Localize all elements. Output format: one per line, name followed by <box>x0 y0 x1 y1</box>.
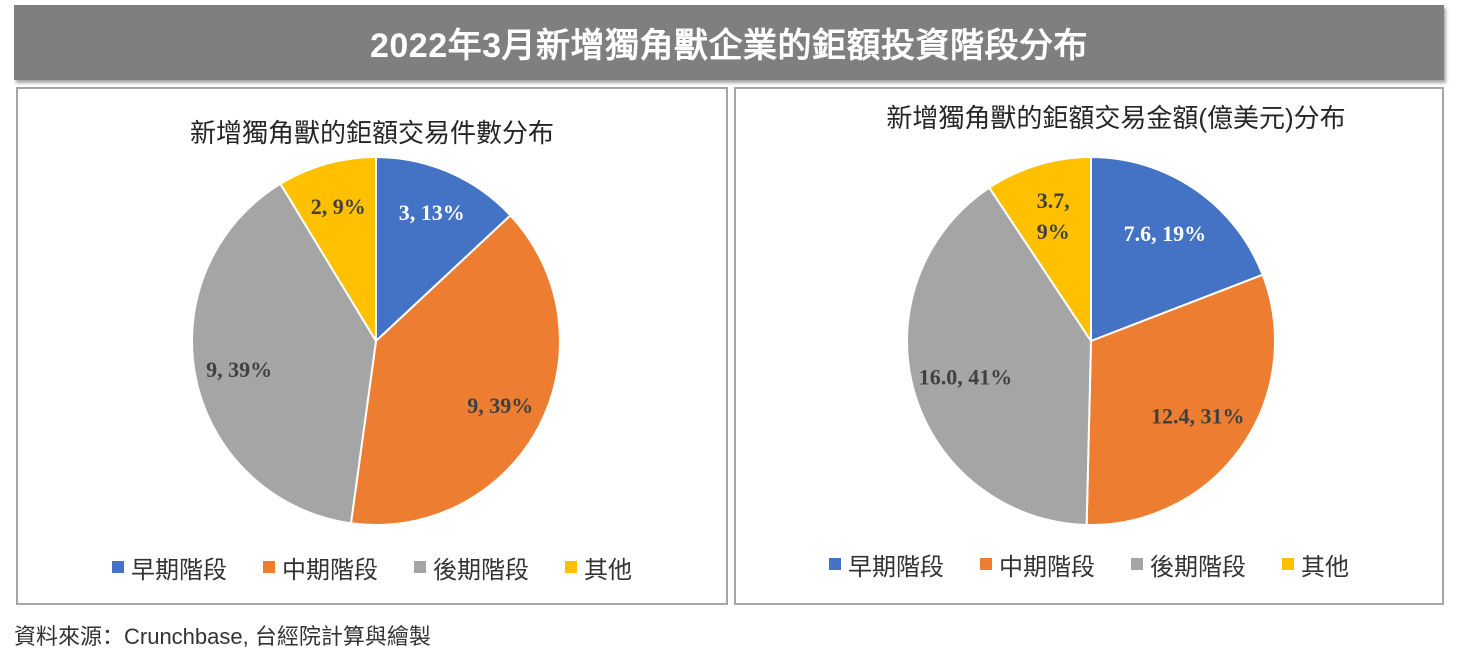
pie-slice <box>191 182 377 525</box>
chart-title: 新增獨角獸的鉅額交易金額(億美元)分布 <box>886 103 1345 133</box>
data-label: 7.6, 19% <box>1124 221 1207 246</box>
legend-label: 早期階段 <box>131 556 227 584</box>
chart-title: 新增獨角獸的鉅額交易件數分布 <box>190 118 554 148</box>
data-label: 9, 39% <box>206 357 272 382</box>
pie-slice <box>279 156 377 342</box>
data-label-line: 7.6, 19% <box>1124 221 1207 246</box>
data-label-line: 2, 9% <box>311 194 366 219</box>
chart-legend: 早期階段 中期階段 後期階段 其他 <box>18 552 726 584</box>
legend-swatch <box>829 558 841 570</box>
data-label: 2, 9% <box>311 194 366 219</box>
pie-chart-amount: 新增獨角獸的鉅額交易金額(億美元)分布 7.6, 19% 12.4, 31% 16.… <box>886 103 1346 526</box>
legend-swatch <box>112 561 124 573</box>
pie-data-labels: 3, 13% 9, 39% 9, 39% 2, 9% <box>206 194 533 418</box>
data-label-line: 9, 39% <box>206 357 272 382</box>
pie-slices <box>191 156 561 526</box>
legend-item: 其他 <box>565 552 632 584</box>
source-note: 資料來源：Crunchbase, 台經院計算與繪製 <box>14 624 431 649</box>
legend-swatch <box>980 558 992 570</box>
legend-swatch <box>1282 558 1294 570</box>
legend-label: 早期階段 <box>848 553 944 581</box>
legend-label: 中期階段 <box>999 553 1095 581</box>
legend-item: 中期階段 <box>263 552 378 584</box>
legend-item: 其他 <box>1282 549 1349 581</box>
pie-slice <box>1090 156 1264 342</box>
legend-label: 其他 <box>584 556 632 584</box>
legend-label: 後期階段 <box>1150 553 1246 581</box>
data-label: 3.7, 9% <box>1037 188 1070 244</box>
chart-legend: 早期階段 中期階段 後期階段 其他 <box>736 549 1442 581</box>
legend-item: 早期階段 <box>829 549 944 581</box>
legend-swatch <box>263 561 275 573</box>
data-label: 16.0, 41% <box>919 365 1013 390</box>
legend-item: 後期階段 <box>414 552 529 584</box>
data-label: 3, 13% <box>399 200 465 225</box>
pie-chart-count: 新增獨角獸的鉅額交易件數分布 3, 13% 9, 39% 9, 39% 2, 9% <box>190 118 561 526</box>
data-label-line: 9, 39% <box>467 393 533 418</box>
chart-panel-amount: 新增獨角獸的鉅額交易金額(億美元)分布 7.6, 19% 12.4, 31% 16.… <box>734 87 1444 605</box>
legend-item: 中期階段 <box>980 549 1095 581</box>
pie-slices <box>906 156 1276 526</box>
data-label-line: 9% <box>1037 219 1070 244</box>
data-label-line: 12.4, 31% <box>1151 404 1245 429</box>
data-label-line: 16.0, 41% <box>919 365 1013 390</box>
legend-swatch <box>565 561 577 573</box>
chart-panel-count: 新增獨角獸的鉅額交易件數分布 3, 13% 9, 39% 9, 39% 2, 9% 早… <box>16 87 728 605</box>
legend-label: 後期階段 <box>433 556 529 584</box>
pie-slice <box>375 156 512 342</box>
data-label: 9, 39% <box>467 393 533 418</box>
legend-item: 早期階段 <box>112 552 227 584</box>
legend-swatch <box>414 561 426 573</box>
pie-slice <box>349 214 561 526</box>
figure-title-bar: 2022年3月新增獨角獸企業的鉅額投資階段分布 <box>14 5 1444 80</box>
legend-label: 其他 <box>1301 553 1349 581</box>
figure-title: 2022年3月新增獨角獸企業的鉅額投資階段分布 <box>369 27 1089 65</box>
pie-data-labels: 7.6, 19% 12.4, 31% 16.0, 41% 3.7, 9% <box>919 188 1245 429</box>
legend-item: 後期階段 <box>1131 549 1246 581</box>
data-label-line: 3.7, <box>1037 188 1070 213</box>
legend-swatch <box>1131 558 1143 570</box>
pie-slice <box>1085 273 1276 526</box>
data-label-line: 3, 13% <box>399 200 465 225</box>
pie-slice <box>988 156 1092 342</box>
legend-label: 中期階段 <box>282 556 378 584</box>
data-label: 12.4, 31% <box>1151 404 1245 429</box>
